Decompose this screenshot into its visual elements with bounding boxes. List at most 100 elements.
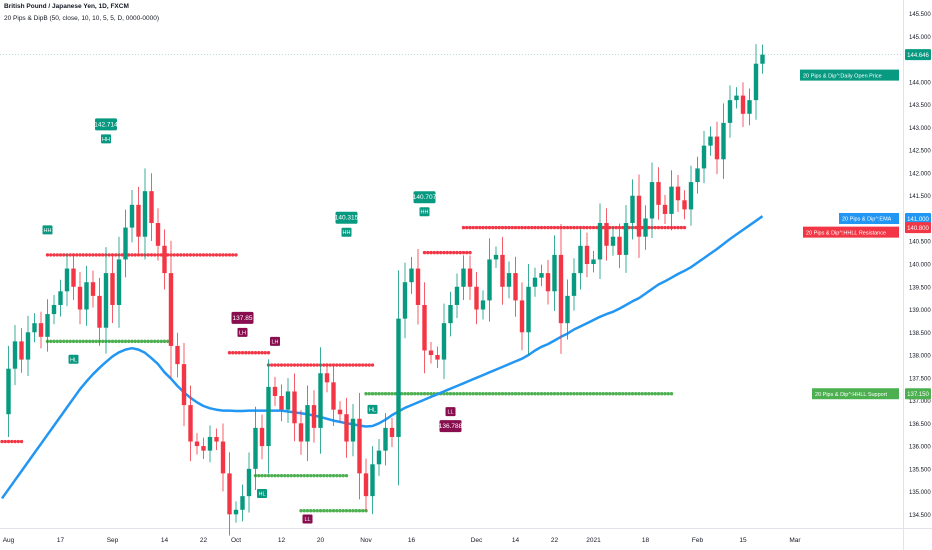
candle[interactable]	[662, 204, 668, 214]
candle[interactable]	[90, 282, 96, 296]
candle[interactable]	[461, 268, 466, 287]
candle[interactable]	[240, 496, 245, 510]
candle[interactable]	[201, 446, 206, 451]
candle[interactable]	[292, 391, 297, 424]
candle[interactable]	[591, 259, 596, 264]
candle[interactable]	[617, 236, 622, 255]
candle[interactable]	[84, 282, 89, 310]
candle[interactable]	[253, 427, 258, 469]
candle[interactable]	[6, 368, 11, 415]
indicator-tag[interactable]	[839, 212, 899, 224]
candle[interactable]	[727, 100, 733, 123]
candle[interactable]	[539, 273, 544, 278]
swing-value-label[interactable]	[413, 191, 436, 204]
indicator-legend[interactable]: 20 Pips & DipB (50, close, 10, 10, 5, 5,…	[4, 15, 160, 22]
candle[interactable]	[162, 245, 167, 274]
indicator-tag[interactable]	[800, 69, 899, 81]
swing-marker-ll[interactable]	[445, 407, 456, 417]
swing-marker-ll[interactable]	[302, 514, 313, 524]
candle[interactable]	[584, 245, 590, 264]
candle[interactable]	[708, 136, 713, 146]
candle[interactable]	[506, 273, 512, 287]
candle[interactable]	[45, 314, 50, 337]
candle[interactable]	[487, 259, 492, 301]
candle[interactable]	[266, 386, 271, 447]
candle[interactable]	[363, 473, 369, 497]
candle[interactable]	[58, 291, 63, 305]
swing-value-label[interactable]	[95, 118, 117, 131]
candle[interactable]	[604, 223, 609, 246]
candle[interactable]	[64, 268, 70, 292]
candle[interactable]	[370, 464, 375, 497]
candle[interactable]	[376, 450, 382, 465]
swing-marker-hl[interactable]	[68, 354, 79, 364]
swing-value-label[interactable]	[231, 311, 254, 324]
swing-value-label[interactable]	[439, 420, 462, 433]
candle[interactable]	[51, 304, 57, 315]
candle[interactable]	[448, 304, 453, 324]
candle[interactable]	[571, 273, 577, 296]
candle[interactable]	[116, 259, 122, 305]
candle[interactable]	[77, 286, 83, 310]
candle[interactable]	[389, 427, 395, 437]
candle[interactable]	[97, 295, 102, 328]
candle[interactable]	[220, 441, 226, 474]
candle[interactable]	[285, 391, 291, 410]
candle[interactable]	[597, 223, 603, 260]
candle[interactable]	[467, 268, 473, 287]
candle[interactable]	[149, 191, 154, 224]
candle[interactable]	[272, 386, 278, 396]
candle[interactable]	[110, 273, 115, 305]
candle[interactable]	[194, 441, 200, 447]
candle[interactable]	[142, 191, 148, 237]
candle[interactable]	[636, 195, 642, 237]
swing-marker-lh[interactable]	[270, 336, 280, 346]
candle[interactable]	[38, 323, 44, 337]
candle[interactable]	[760, 54, 765, 64]
swing-marker-hl[interactable]	[257, 489, 267, 499]
candle[interactable]	[214, 436, 219, 442]
candle[interactable]	[175, 345, 180, 365]
candle[interactable]	[422, 304, 427, 351]
candle[interactable]	[701, 145, 707, 169]
candle[interactable]	[435, 355, 440, 360]
candle[interactable]	[532, 277, 538, 287]
candle[interactable]	[298, 423, 304, 442]
candle[interactable]	[740, 95, 746, 114]
candle[interactable]	[396, 318, 401, 437]
candle[interactable]	[415, 268, 421, 305]
candle[interactable]	[409, 268, 414, 283]
swing-marker-hh[interactable]	[341, 227, 352, 237]
candle[interactable]	[714, 136, 720, 160]
candle[interactable]	[643, 218, 648, 237]
candle[interactable]	[669, 186, 674, 214]
candle[interactable]	[25, 332, 31, 360]
candle[interactable]	[331, 382, 336, 410]
candle[interactable]	[129, 204, 135, 228]
candle[interactable]	[311, 405, 317, 428]
candle[interactable]	[168, 273, 174, 346]
candle[interactable]	[545, 273, 551, 292]
candle[interactable]	[474, 286, 479, 310]
candle[interactable]	[565, 295, 570, 324]
candle[interactable]	[324, 373, 330, 383]
candle[interactable]	[454, 286, 460, 305]
candle[interactable]	[630, 195, 635, 224]
candle[interactable]	[188, 405, 193, 442]
swing-marker-lh[interactable]	[237, 327, 248, 337]
swing-value-label[interactable]	[335, 211, 358, 224]
candle[interactable]	[350, 418, 356, 442]
candle[interactable]	[233, 509, 239, 515]
candle[interactable]	[747, 100, 752, 114]
candle[interactable]	[519, 300, 525, 333]
indicator-tag[interactable]	[812, 388, 899, 400]
swing-marker-hl[interactable]	[367, 404, 378, 414]
indicator-tag[interactable]	[803, 226, 899, 238]
candle[interactable]	[246, 468, 252, 497]
swing-marker-hh[interactable]	[101, 134, 111, 144]
candle[interactable]	[305, 405, 310, 442]
candle[interactable]	[656, 182, 661, 205]
candle[interactable]	[428, 350, 434, 356]
candle[interactable]	[441, 323, 447, 360]
candle[interactable]	[207, 436, 213, 451]
